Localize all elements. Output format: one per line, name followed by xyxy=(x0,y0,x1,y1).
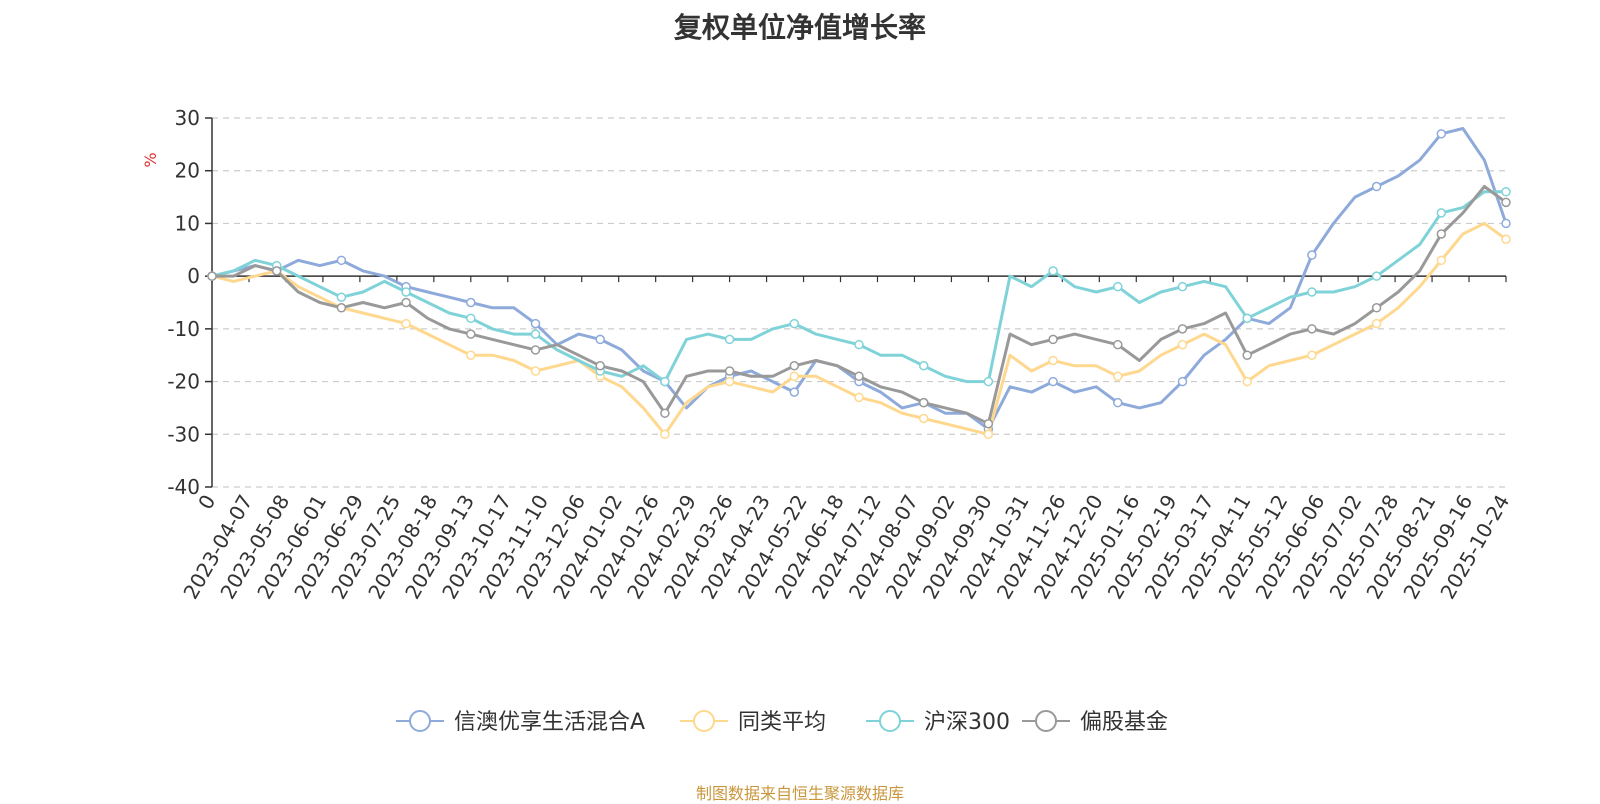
legend-marker xyxy=(1035,710,1057,732)
data-point xyxy=(271,266,282,276)
data-point xyxy=(1307,350,1317,360)
source-note: 制图数据来自恒生聚源数据库 xyxy=(695,784,904,803)
y-tick-label: 30 xyxy=(175,106,200,130)
data-point xyxy=(1501,197,1511,208)
data-point xyxy=(1501,187,1511,197)
data-point xyxy=(1371,303,1382,313)
data-point xyxy=(530,329,541,339)
data-point xyxy=(595,361,605,371)
y-tick-label: 0 xyxy=(187,264,200,288)
data-point xyxy=(530,366,541,376)
data-point xyxy=(1436,129,1447,139)
data-point xyxy=(918,413,929,424)
y-axis-label: % xyxy=(141,152,160,167)
data-point xyxy=(854,392,864,403)
data-point xyxy=(530,318,541,329)
data-point xyxy=(1307,324,1317,334)
data-point xyxy=(1242,350,1252,360)
data-point xyxy=(1436,229,1447,239)
data-point xyxy=(854,339,864,350)
data-point xyxy=(983,418,994,429)
data-point xyxy=(789,318,800,329)
data-point xyxy=(854,371,864,382)
data-point xyxy=(401,287,411,297)
legend-item-1[interactable]: 同类平均 xyxy=(680,710,826,735)
data-point xyxy=(789,387,800,397)
data-point xyxy=(1371,318,1382,329)
data-point xyxy=(1307,287,1317,297)
y-tick-label: 10 xyxy=(175,211,200,235)
data-point xyxy=(1501,218,1511,229)
legend-marker xyxy=(879,710,901,732)
data-point xyxy=(1436,208,1447,218)
data-point xyxy=(1113,281,1123,292)
data-point xyxy=(1371,271,1382,281)
data-point xyxy=(401,297,411,308)
data-point xyxy=(466,297,476,308)
legend-label: 同类平均 xyxy=(738,710,826,735)
data-point xyxy=(724,376,735,387)
data-point xyxy=(1113,397,1123,408)
data-point xyxy=(1177,339,1188,350)
y-tick-label: -30 xyxy=(167,422,200,446)
data-point xyxy=(660,376,670,387)
chart-title: 复权单位净值增长率 xyxy=(673,11,926,44)
data-point xyxy=(1501,234,1511,244)
data-point xyxy=(1048,266,1058,276)
data-point xyxy=(207,271,217,281)
data-point xyxy=(336,303,347,313)
data-point xyxy=(1113,371,1123,382)
data-point xyxy=(466,350,476,360)
data-point xyxy=(789,371,800,382)
data-point xyxy=(1242,376,1252,387)
data-point xyxy=(918,361,929,371)
series-lines xyxy=(207,127,1511,440)
y-tick-label: 20 xyxy=(175,159,200,183)
data-point xyxy=(789,361,800,371)
legend-item-2[interactable]: 沪深300 xyxy=(866,710,1010,735)
data-point xyxy=(983,376,994,387)
legend-item-3[interactable]: 偏股基金 xyxy=(1022,710,1168,735)
x-tick-label: 0 xyxy=(193,491,220,514)
data-point xyxy=(1371,181,1382,192)
data-point xyxy=(1307,250,1317,260)
data-point xyxy=(724,366,735,376)
data-point xyxy=(1177,324,1188,334)
data-point xyxy=(530,345,541,355)
data-point xyxy=(660,408,670,418)
legend-marker xyxy=(409,710,431,732)
grid-lines xyxy=(212,117,1506,488)
data-point xyxy=(1048,355,1058,366)
data-point xyxy=(983,429,994,440)
legend-label: 偏股基金 xyxy=(1080,710,1168,735)
y-tick-label: -20 xyxy=(167,370,200,394)
y-tick-label: -40 xyxy=(167,475,200,499)
data-point xyxy=(1177,281,1188,292)
data-point xyxy=(1242,313,1252,324)
legend-marker xyxy=(693,710,715,732)
data-point xyxy=(918,397,929,408)
legend-label: 沪深300 xyxy=(924,710,1010,735)
data-point xyxy=(466,329,476,339)
data-point xyxy=(724,334,735,345)
legend[interactable]: 信澳优享生活混合A 同类平均 沪深300 偏股基金 xyxy=(396,710,1168,735)
data-point xyxy=(336,292,347,302)
y-tick-label: -10 xyxy=(167,317,200,341)
legend-label: 信澳优享生活混合A xyxy=(454,710,645,735)
data-point xyxy=(595,334,605,345)
data-point xyxy=(466,313,476,324)
data-point xyxy=(1048,376,1058,387)
legend-item-0[interactable]: 信澳优享生活混合A xyxy=(396,710,645,735)
data-point xyxy=(401,318,411,329)
data-point xyxy=(1113,339,1123,350)
data-point xyxy=(1048,334,1058,345)
data-point xyxy=(1177,376,1188,387)
data-point xyxy=(336,255,347,266)
data-point xyxy=(660,429,670,440)
data-point xyxy=(1436,255,1447,266)
